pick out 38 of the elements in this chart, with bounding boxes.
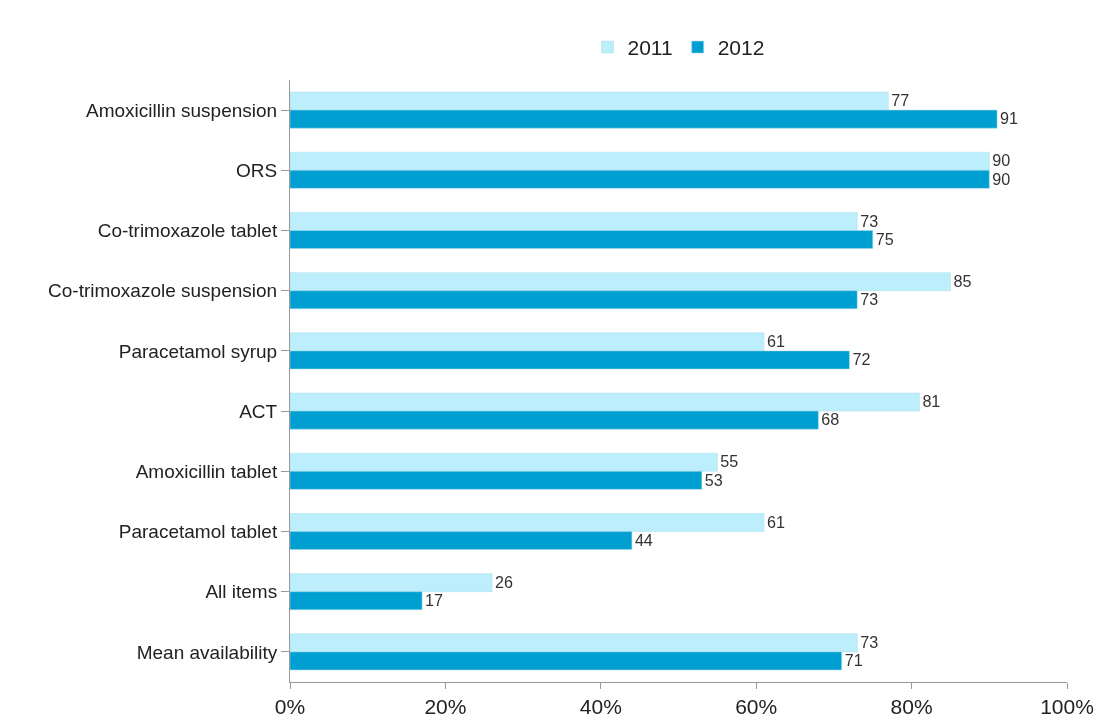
data-label: 71 [844, 651, 863, 670]
y-tick-label: Mean availability [136, 641, 278, 663]
data-label: 77 [891, 91, 910, 110]
data-label: 85 [953, 271, 972, 290]
data-label: 61 [766, 332, 785, 351]
y-tick-label: All items [205, 581, 278, 603]
data-label: 44 [634, 530, 653, 549]
data-label: 90 [992, 169, 1011, 188]
data-label: 73 [860, 211, 879, 230]
y-tick-label: Paracetamol syrup [118, 340, 278, 362]
data-label: 55 [720, 452, 739, 471]
legend-label: 2011 [627, 36, 673, 60]
data-label: 73 [860, 633, 879, 652]
y-tick-label: ACT [239, 400, 278, 422]
data-label: 90 [992, 151, 1011, 170]
data-label: 91 [1000, 109, 1019, 128]
data-label: 68 [821, 410, 840, 429]
x-tick-label: 100% [1040, 695, 1094, 719]
legend-label: 2012 [717, 36, 765, 60]
data-label: 61 [766, 512, 785, 531]
data-label: 73 [860, 289, 879, 308]
y-tick-label: Co-trimoxazole tablet [97, 220, 278, 242]
y-tick-label: Paracetamol tablet [118, 521, 278, 543]
y-tick-label: Co-trimoxazole suspension [48, 280, 278, 302]
data-label: 26 [495, 572, 514, 591]
data-label: 75 [875, 229, 894, 248]
y-tick-label: Amoxicillin tablet [135, 460, 278, 482]
data-label: 72 [852, 350, 871, 369]
x-tick-label: 20% [424, 695, 467, 719]
data-label: 81 [922, 392, 941, 411]
y-tick-label: ORS [236, 159, 278, 181]
x-tick-label: 40% [579, 695, 622, 719]
x-tick-label: 0% [274, 695, 306, 719]
x-tick-label: 60% [735, 695, 778, 719]
y-tick-label: Amoxicillin suspension [86, 99, 278, 121]
data-label: 53 [704, 470, 723, 489]
data-label: 17 [425, 590, 444, 609]
x-tick-label: 80% [890, 695, 933, 719]
